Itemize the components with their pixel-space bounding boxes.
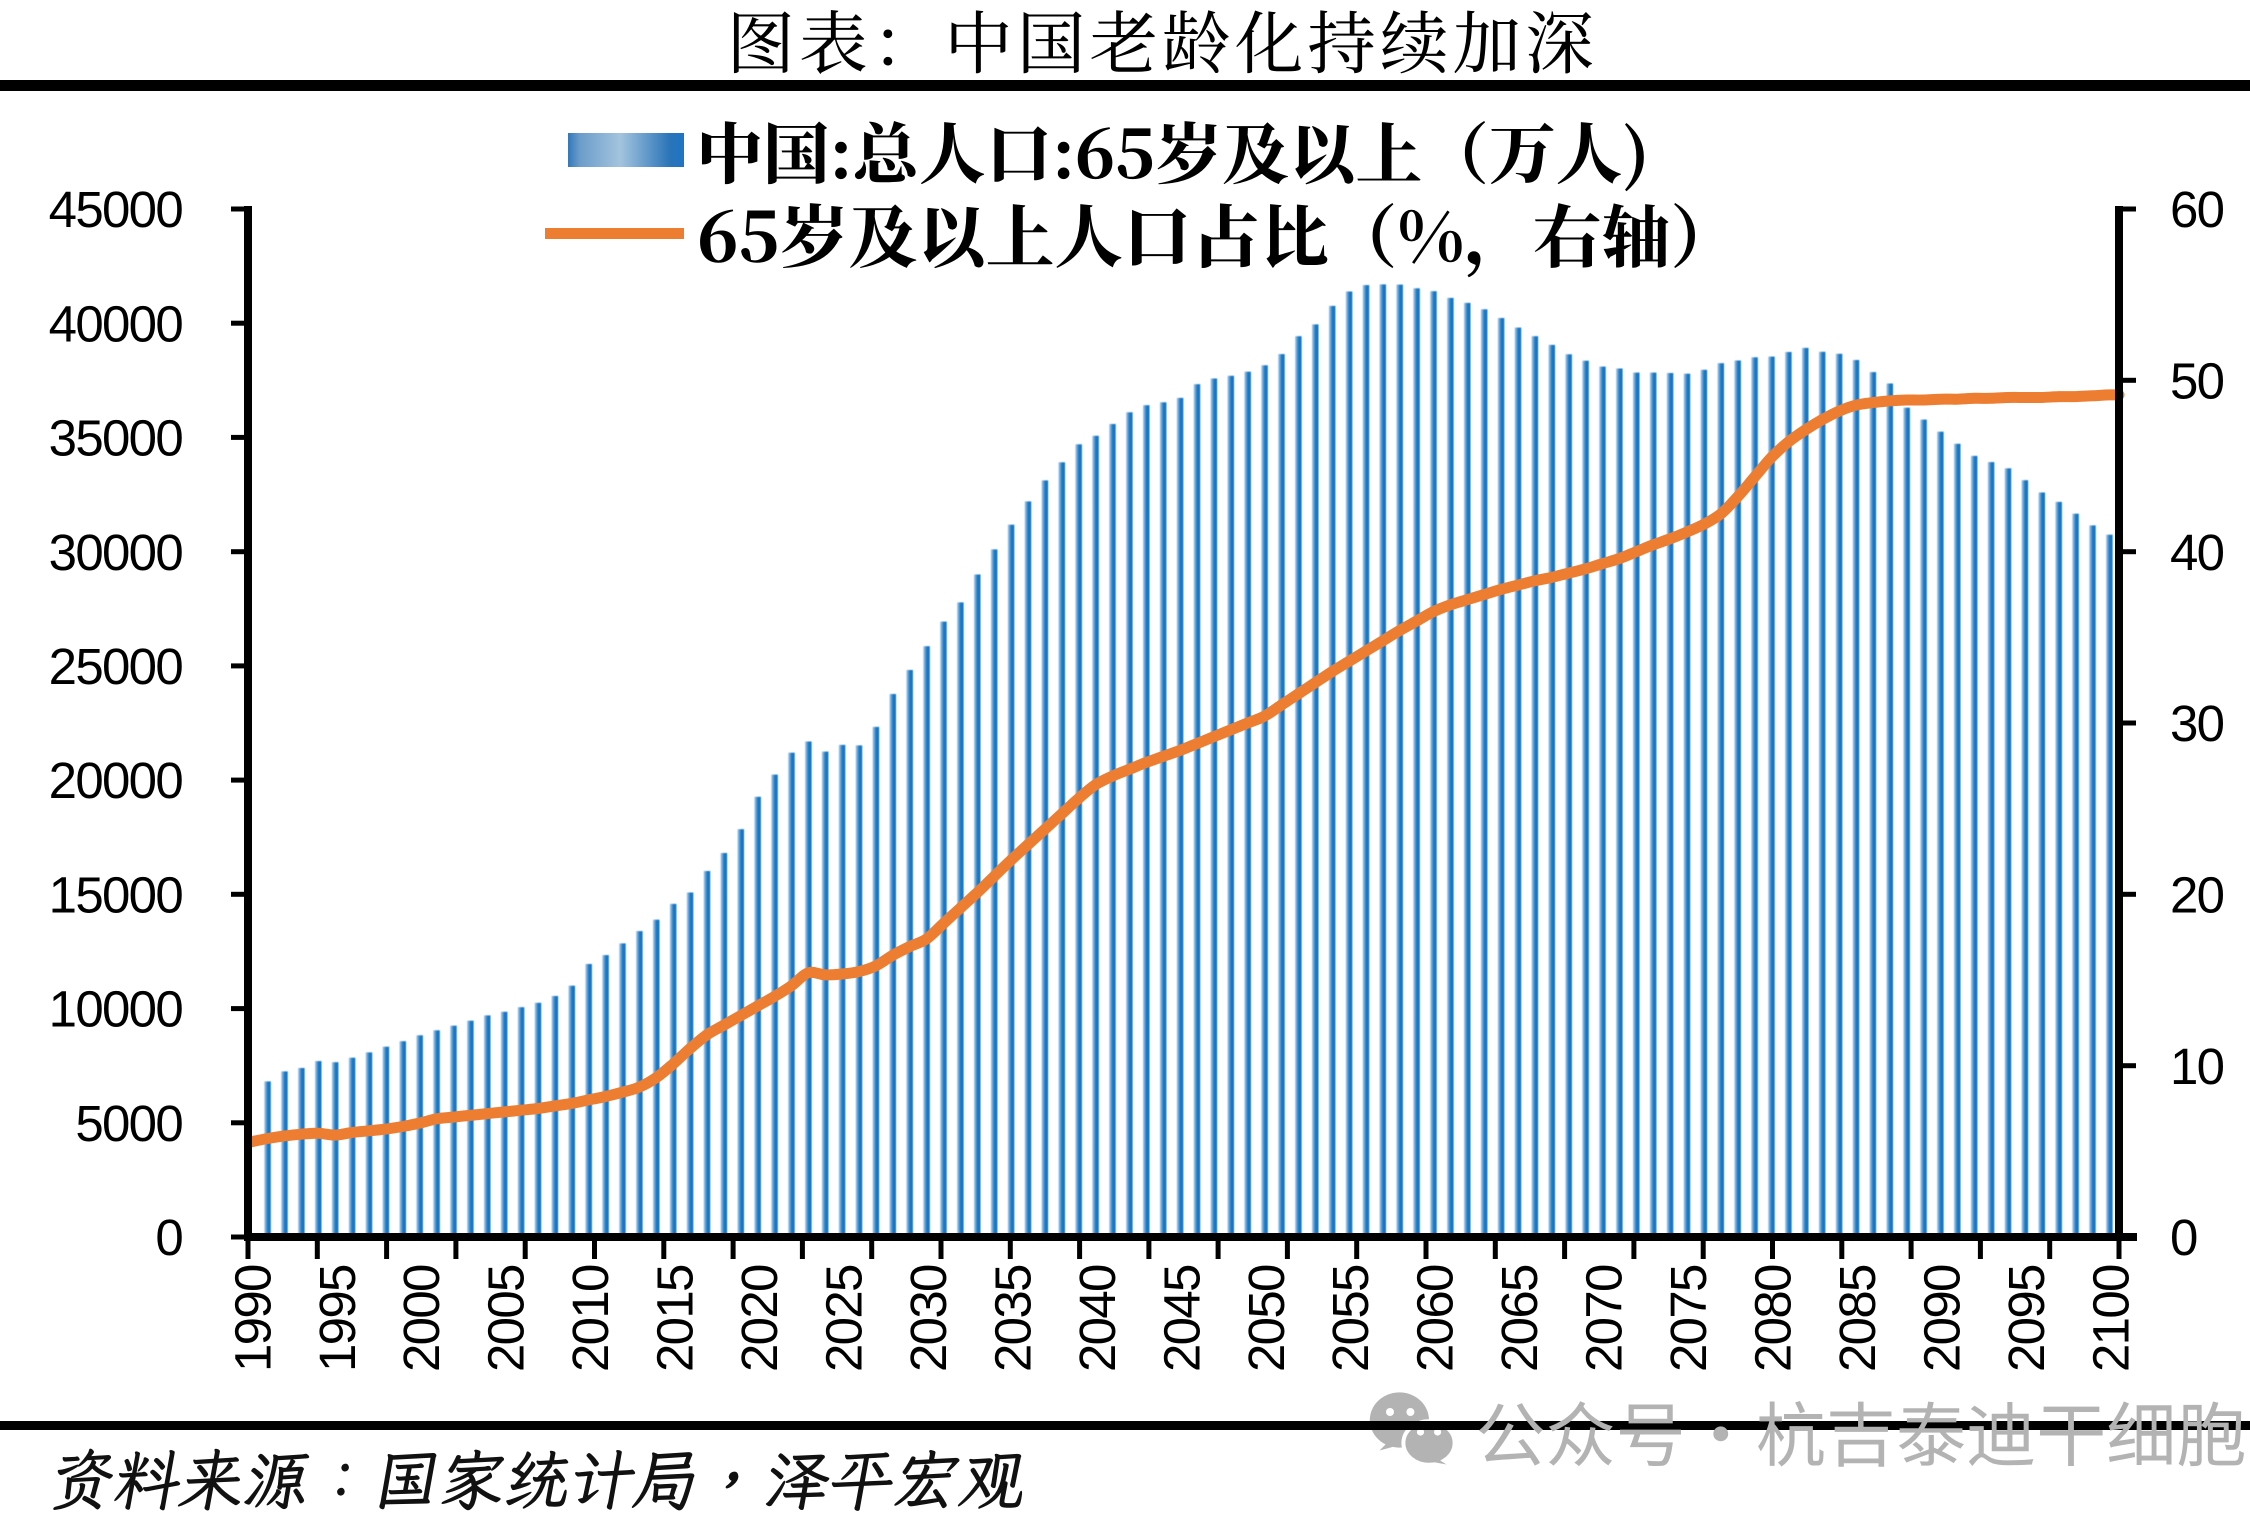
svg-text:2025: 2025	[816, 1265, 873, 1372]
svg-text:2045: 2045	[1153, 1265, 1210, 1372]
svg-text:2050: 2050	[1238, 1265, 1295, 1372]
svg-text:0: 0	[2170, 1209, 2197, 1266]
svg-text:2030: 2030	[900, 1265, 957, 1372]
svg-text:2020: 2020	[731, 1265, 788, 1372]
svg-text:2000: 2000	[393, 1265, 450, 1372]
svg-text:30: 30	[2170, 695, 2224, 752]
svg-text:2070: 2070	[1576, 1265, 1633, 1372]
svg-text:40: 40	[2170, 524, 2224, 581]
svg-text:1990: 1990	[224, 1265, 281, 1372]
svg-text:60: 60	[2170, 181, 2224, 238]
svg-text:0: 0	[155, 1209, 182, 1266]
svg-text:2015: 2015	[647, 1265, 704, 1372]
svg-text:30000: 30000	[49, 524, 183, 581]
svg-text:10: 10	[2170, 1038, 2224, 1095]
svg-text:25000: 25000	[49, 638, 183, 695]
svg-text:10000: 10000	[49, 981, 183, 1038]
svg-text:1995: 1995	[309, 1265, 366, 1372]
svg-text:2060: 2060	[1407, 1265, 1464, 1372]
svg-text:2075: 2075	[1660, 1265, 1717, 1372]
svg-text:50: 50	[2170, 352, 2224, 409]
svg-text:35000: 35000	[49, 410, 183, 467]
svg-text:2100: 2100	[2082, 1265, 2139, 1372]
svg-text:15000: 15000	[49, 866, 183, 923]
svg-text:2010: 2010	[562, 1265, 619, 1372]
svg-text:40000: 40000	[49, 295, 183, 352]
svg-text:2005: 2005	[478, 1265, 535, 1372]
svg-text:5000: 5000	[75, 1095, 182, 1152]
svg-text:20000: 20000	[49, 752, 183, 809]
svg-text:2095: 2095	[1998, 1265, 2055, 1372]
svg-text:2065: 2065	[1491, 1265, 1548, 1372]
svg-text:2055: 2055	[1322, 1265, 1379, 1372]
svg-text:45000: 45000	[49, 181, 183, 238]
svg-text:2090: 2090	[1913, 1265, 1970, 1372]
svg-text:2035: 2035	[984, 1265, 1041, 1372]
svg-text:2040: 2040	[1069, 1265, 1126, 1372]
svg-text:20: 20	[2170, 866, 2224, 923]
svg-text:2085: 2085	[1829, 1265, 1886, 1372]
svg-text:2080: 2080	[1745, 1265, 1802, 1372]
